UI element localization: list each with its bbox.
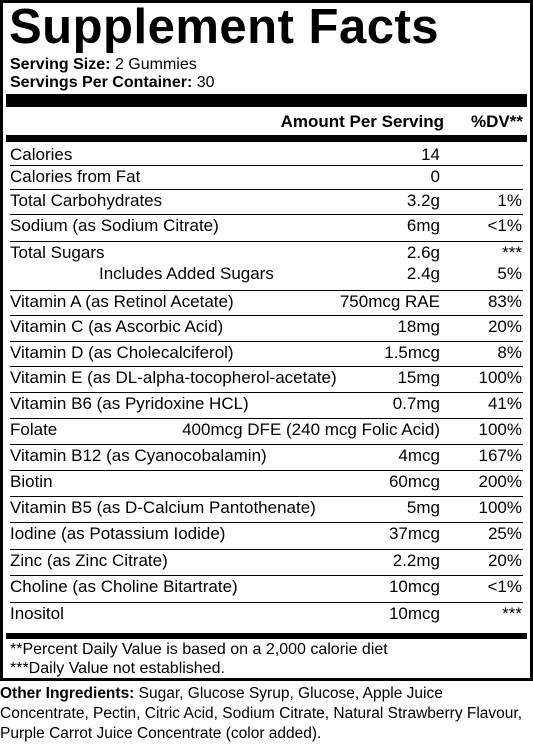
nutrient-amount: 37mcg — [388, 524, 440, 543]
nutrient-daily-value: 8% — [497, 343, 522, 362]
nutrient-daily-value: 100% — [478, 498, 522, 517]
nutrient-daily-value: *** — [502, 604, 522, 623]
row-divider — [10, 241, 523, 242]
nutrient-amount: 750mcg RAE — [339, 292, 440, 311]
other-ingredients-text: Sugar, Glucose Syrup, Glucose, Apple Jui… — [0, 685, 523, 742]
thick-divider-top — [6, 94, 527, 107]
row-divider — [10, 341, 523, 342]
nutrient-name: Total Sugars — [10, 243, 105, 262]
servings-per-container-label: Servings Per Container: — [10, 74, 193, 91]
nutrient-amount: 3.2g — [406, 191, 440, 210]
nutrient-name: Calories — [10, 145, 73, 164]
nutrient-amount: 2.6g — [406, 243, 440, 262]
nutrient-name: Total Carbohydrates — [10, 191, 163, 210]
nutrient-name: Vitamin C (as Ascorbic Acid) — [10, 317, 224, 336]
nutrient-name: Vitamin B5 (as D-Calcium Pantothenate) — [10, 498, 316, 517]
serving-size-value: 2 Gummies — [114, 56, 197, 73]
nutrient-amount: 15mg — [397, 368, 440, 387]
nutrient-name: Zinc (as Zinc Citrate) — [10, 551, 168, 570]
nutrient-daily-value: 25% — [487, 524, 522, 543]
row-divider — [10, 189, 523, 190]
nutrient-name: Vitamin E (as DL-alpha-tocopherol-acetat… — [10, 368, 337, 387]
nutrient-name: Inositol — [10, 604, 64, 623]
nutrient-name: Choline (as Choline Bitartrate) — [10, 577, 238, 596]
other-ingredients: Other Ingredients: Sugar, Glucose Syrup,… — [0, 684, 533, 744]
row-divider — [10, 418, 523, 419]
row-divider — [10, 290, 523, 291]
nutrient-amount: 10mcg — [388, 604, 440, 623]
nutrient-daily-value: 167% — [478, 446, 522, 465]
nutrient-name: Biotin — [10, 472, 53, 491]
nutrient-daily-value: *** — [502, 243, 522, 262]
nutrient-amount: 4mcg — [398, 446, 440, 465]
nutrient-amount: 60mcg — [388, 472, 440, 491]
nutrient-daily-value: <1% — [487, 577, 523, 596]
nutrient-daily-value: 20% — [487, 317, 522, 336]
nutrient-daily-value: 200% — [478, 472, 522, 491]
serving-size-label: Serving Size: — [10, 56, 111, 73]
nutrient-amount: 0 — [430, 167, 440, 186]
nutrient-amount: 0.7mg — [392, 394, 440, 413]
servings-per-container: Servings Per Container: 30 — [10, 74, 215, 92]
nutrient-name: Folate — [10, 420, 58, 439]
row-divider — [10, 444, 523, 445]
nutrient-name: Vitamin B6 (as Pyridoxine HCL) — [10, 394, 249, 413]
nutrient-daily-value: 100% — [478, 368, 522, 387]
serving-size: Serving Size: 2 Gummies — [10, 56, 197, 74]
row-divider — [10, 470, 523, 471]
nutrient-name: Vitamin B12 (as Cyanocobalamin) — [10, 446, 267, 465]
nutrient-amount: 6mg — [406, 216, 440, 235]
nutrient-daily-value: 1% — [497, 191, 522, 210]
nutrient-daily-value: 20% — [487, 551, 522, 570]
row-divider — [10, 496, 523, 497]
nutrient-name: Sodium (as Sodium Citrate) — [10, 216, 219, 235]
nutrient-name: Vitamin D (as Cholecalciferol) — [10, 343, 234, 362]
nutrient-daily-value: 83% — [487, 292, 522, 311]
daily-value-header: %DV** — [471, 112, 523, 131]
amount-per-serving-header: Amount Per Serving — [280, 112, 444, 131]
row-divider — [10, 366, 523, 367]
row-divider — [10, 575, 523, 576]
nutrient-sub-daily-value: 5% — [497, 264, 522, 283]
nutrient-amount: 400mcg DFE (240 mcg Folic Acid) — [182, 420, 440, 439]
row-divider — [10, 214, 523, 215]
nutrient-amount: 5mg — [406, 498, 440, 517]
nutrient-name: Vitamin A (as Retinol Acetate) — [10, 292, 234, 311]
row-divider — [10, 315, 523, 316]
nutrient-name: Calories from Fat — [10, 167, 141, 186]
row-divider — [10, 602, 523, 603]
nutrient-amount: 1.5mcg — [384, 343, 440, 362]
servings-per-container-value: 30 — [196, 74, 215, 91]
panel-title: Supplement Facts — [9, 0, 440, 54]
nutrient-daily-value: 41% — [487, 394, 522, 413]
nutrient-amount: 14 — [421, 145, 440, 164]
row-divider — [10, 392, 523, 393]
thick-divider-bottom — [6, 633, 527, 639]
nutrient-daily-value: 100% — [478, 420, 522, 439]
nutrient-daily-value: <1% — [487, 216, 523, 235]
row-divider — [10, 165, 523, 166]
thick-divider-header — [6, 135, 527, 142]
nutrient-name: Iodine (as Potassium Iodide) — [10, 524, 226, 543]
supplement-facts-panel: Supplement Facts Serving Size: 2 Gummies… — [0, 0, 533, 681]
row-divider — [10, 549, 523, 550]
footnote-percent-dv: **Percent Daily Value is based on a 2,00… — [10, 641, 388, 658]
nutrient-sub-amount: 2.4g — [406, 264, 440, 283]
row-divider — [10, 522, 523, 523]
nutrient-subrow: Includes Added Sugars 2.4g 5% — [10, 263, 523, 284]
nutrient-sub-name: Includes Added Sugars — [99, 264, 274, 283]
nutrient-amount: 2.2mg — [392, 551, 440, 570]
nutrient-amount: 18mg — [397, 317, 440, 336]
other-ingredients-label: Other Ingredients: — [0, 685, 135, 702]
nutrient-amount: 10mcg — [388, 577, 440, 596]
footnote-dv-not-established: ***Daily Value not established. — [10, 660, 225, 677]
